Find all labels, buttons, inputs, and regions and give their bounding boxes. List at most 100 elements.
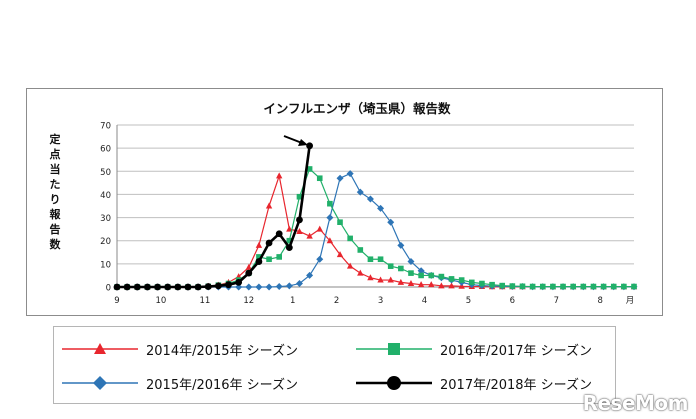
legend-label: 2016年/2017年 シーズン xyxy=(440,344,593,359)
chart-title: インフルエンザ（埼玉県）報告数 xyxy=(263,101,451,116)
legend-marker-circle xyxy=(356,376,432,390)
data-point-circle xyxy=(154,283,161,291)
x-tick-label: 9 xyxy=(114,296,119,306)
data-point-triangle xyxy=(357,269,364,276)
grid: 0 10 20 30 40 50 60 70 xyxy=(100,122,634,294)
data-point-diamond xyxy=(366,195,374,203)
data-point-diamond xyxy=(295,280,303,288)
data-point-triangle xyxy=(326,237,334,244)
data-point-diamond xyxy=(326,214,334,222)
data-point-circle xyxy=(265,239,273,247)
legend-item-2014-2015: 2014年/2015年 シーズン xyxy=(62,337,332,361)
data-point-diamond xyxy=(306,271,314,279)
data-point-square xyxy=(428,272,435,279)
series xyxy=(113,142,638,291)
data-point-circle xyxy=(296,216,303,224)
legend: 2014年/2015年 シーズン 2016年/2017年 シーズン 2015年/… xyxy=(53,326,616,404)
x-tick-label: 7 xyxy=(554,296,559,306)
data-point-square xyxy=(256,254,262,260)
chart-frame: インフルエンザ（埼玉県）報告数 定点当たり報告数 0 10 20 30 40 50 60 70… xyxy=(26,88,663,316)
y-axis-label-char: り xyxy=(50,193,61,206)
data-point-circle xyxy=(245,269,253,277)
data-point-diamond xyxy=(255,283,263,291)
data-point-triangle xyxy=(417,281,425,288)
data-point-diamond xyxy=(407,258,415,266)
data-point-square xyxy=(306,166,313,172)
data-point-triangle xyxy=(336,251,344,258)
data-point-triangle xyxy=(316,225,323,232)
y-tick-label: 0 xyxy=(106,284,111,294)
x-tick-label: 2 xyxy=(334,296,339,306)
data-point-square xyxy=(418,272,424,279)
x-tick-label: 8 xyxy=(597,296,602,306)
data-point-circle xyxy=(306,142,314,150)
data-point-square xyxy=(590,283,597,290)
series-triangle xyxy=(113,172,638,290)
data-point-diamond xyxy=(275,283,283,291)
y-axis-label-char: 告 xyxy=(50,222,61,236)
series-line xyxy=(117,145,311,289)
data-point-square xyxy=(286,237,293,244)
data-point-diamond xyxy=(377,204,385,212)
y-axis-label-char: 点 xyxy=(50,147,61,161)
x-tick-label: 11 xyxy=(199,296,210,306)
data-point-diamond xyxy=(316,255,324,263)
x-tick-label: 12 xyxy=(243,296,254,306)
data-point-circle xyxy=(235,278,243,286)
data-point-square xyxy=(499,282,506,289)
data-point-triangle xyxy=(306,232,313,239)
series-line xyxy=(117,168,634,288)
legend-item-2017-2018: 2017年/2018年 シーズン xyxy=(356,371,611,395)
data-point-triangle xyxy=(407,280,415,287)
data-point-square xyxy=(357,247,364,253)
legend-marker-triangle xyxy=(62,343,138,354)
data-point-square xyxy=(550,283,556,290)
data-point-circle xyxy=(255,258,263,265)
series-diamond xyxy=(113,170,638,291)
data-point-square xyxy=(347,235,353,242)
watermark-logo: ReseMom xyxy=(582,391,689,415)
data-point-square xyxy=(509,283,516,289)
data-point-triangle xyxy=(275,172,283,179)
data-point-triangle xyxy=(367,274,374,281)
x-tick-label: 6 xyxy=(510,296,515,306)
data-point-circle xyxy=(144,283,151,291)
legend-label: 2015年/2016年 シーズン xyxy=(146,378,299,393)
data-point-triangle xyxy=(448,282,455,289)
data-point-diamond xyxy=(336,174,344,182)
data-point-square xyxy=(600,283,607,290)
data-point-triangle xyxy=(245,263,252,270)
data-point-square xyxy=(438,273,445,280)
data-point-square xyxy=(448,276,455,282)
y-tick-label: 50 xyxy=(100,168,111,178)
series-circle xyxy=(113,142,314,291)
data-point-triangle xyxy=(265,202,273,209)
data-point-circle xyxy=(133,283,141,291)
data-point-square xyxy=(458,277,465,283)
x-axis-unit-label: 月 xyxy=(626,296,635,306)
data-point-square xyxy=(479,280,485,287)
data-point-circle xyxy=(164,283,172,291)
data-point-triangle xyxy=(255,241,263,248)
data-point-diamond xyxy=(356,188,364,196)
data-point-triangle xyxy=(346,262,354,269)
data-point-square xyxy=(469,279,475,286)
y-axis-label-char: 定 xyxy=(50,132,61,146)
data-point-diamond xyxy=(265,283,273,291)
x-tick-label: 4 xyxy=(422,296,427,306)
data-point-circle xyxy=(204,283,212,290)
data-point-triangle xyxy=(397,278,405,285)
data-point-square xyxy=(539,283,546,290)
data-point-square xyxy=(570,283,576,290)
data-point-square xyxy=(387,263,394,269)
legend-marker-diamond xyxy=(62,376,138,390)
data-point-square xyxy=(560,283,566,290)
data-point-square xyxy=(296,193,303,200)
data-point-square xyxy=(337,219,343,225)
data-point-square xyxy=(377,256,384,263)
series-square xyxy=(114,166,637,290)
data-point-circle xyxy=(275,230,283,238)
data-point-circle xyxy=(113,283,121,291)
